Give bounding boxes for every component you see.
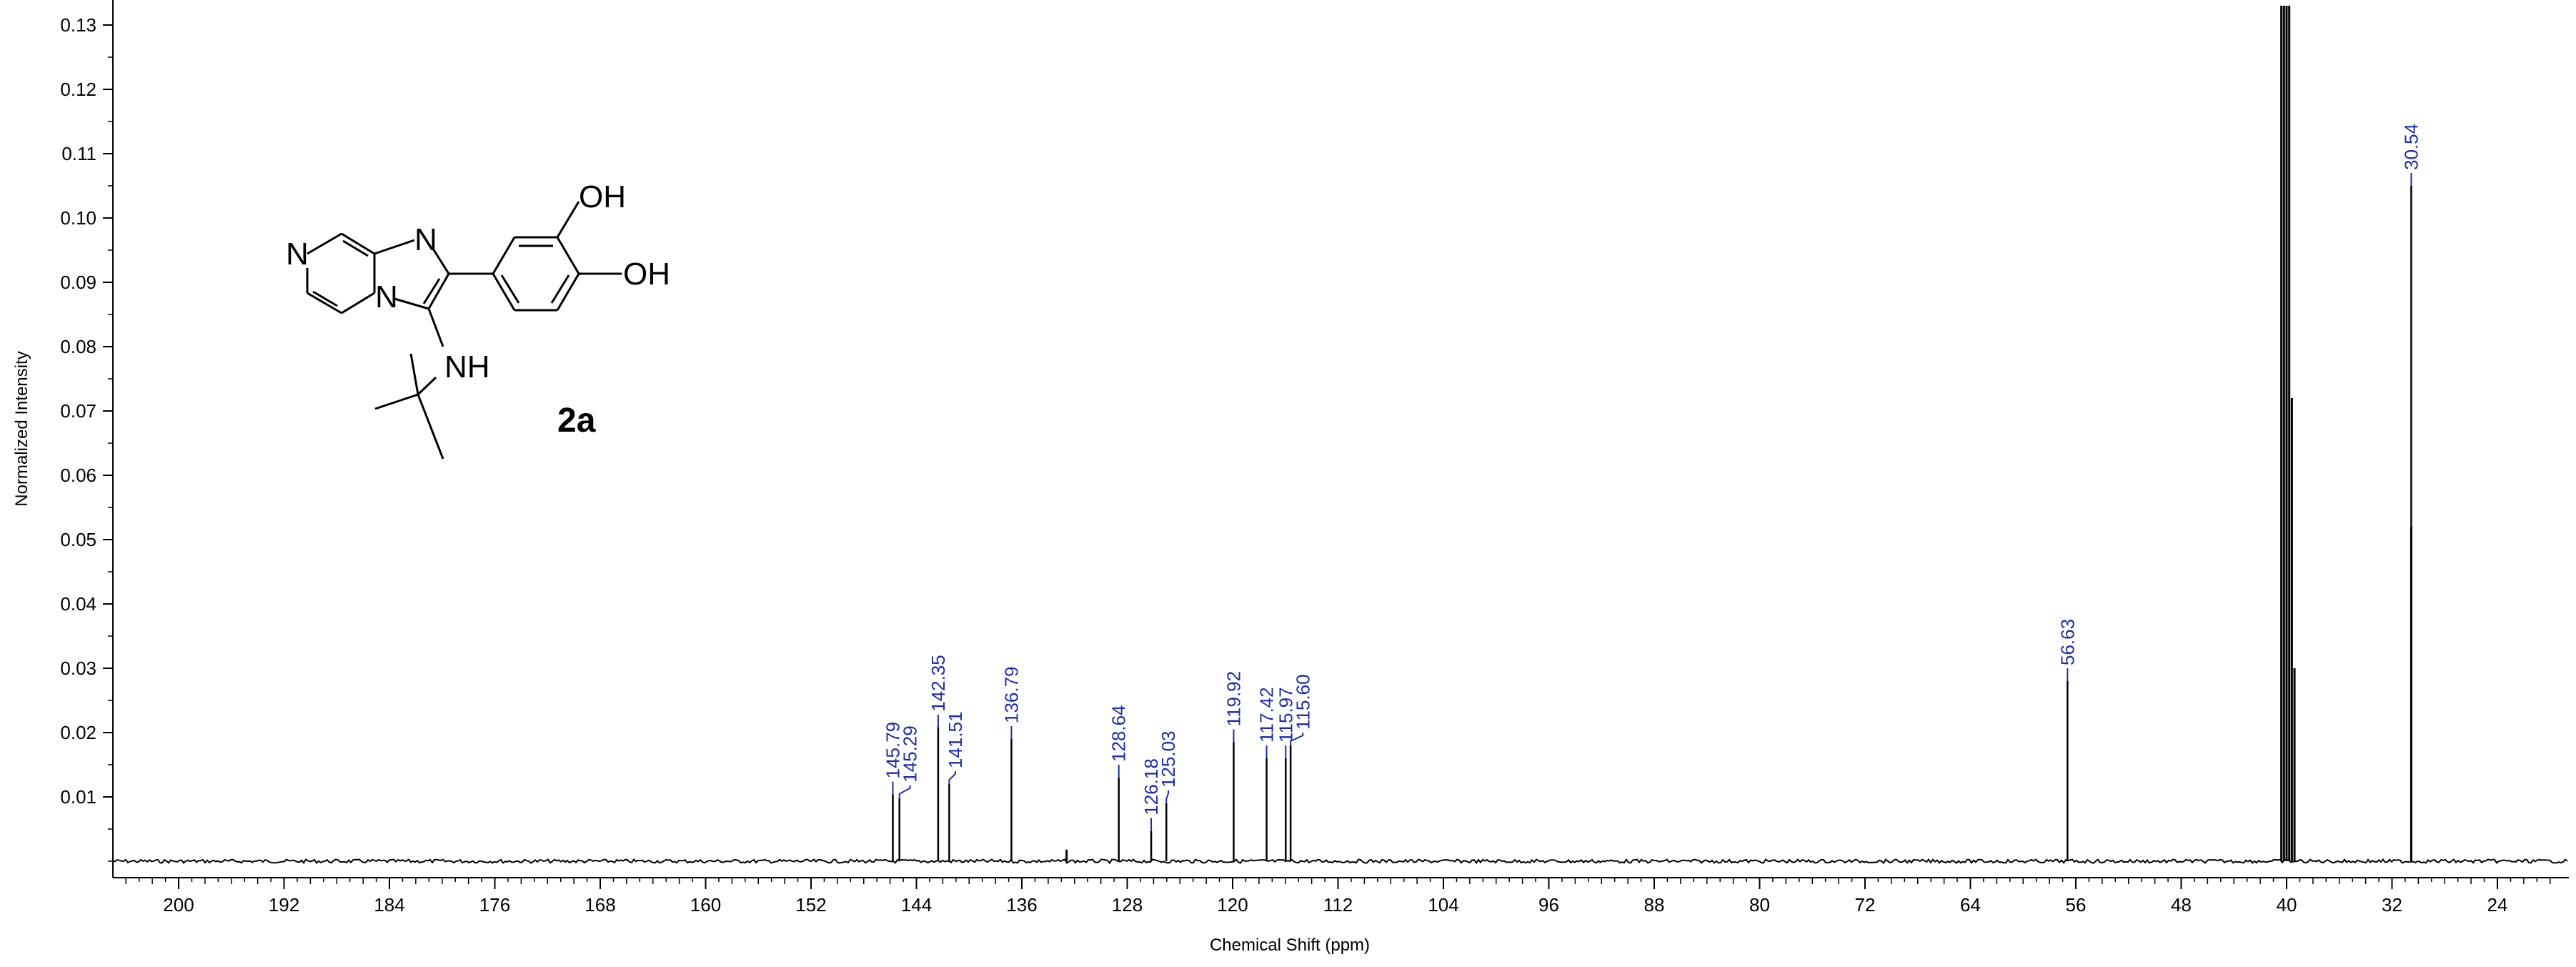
- atom-n-ring: N: [286, 237, 309, 272]
- bond: [409, 353, 419, 395]
- y-tick-label: 0.13: [60, 14, 96, 36]
- x-tick-label: 80: [1749, 894, 1770, 916]
- bond: [394, 297, 429, 310]
- y-tick-label: 0.07: [60, 400, 96, 422]
- peak-label: 117.42: [1256, 687, 1278, 743]
- y-tick-label: 0.06: [60, 465, 96, 486]
- y-tick-label: 0.04: [60, 593, 96, 615]
- x-tick-label: 168: [585, 894, 615, 916]
- bond: [492, 237, 516, 274]
- y-tick-label: 0.11: [61, 143, 96, 164]
- x-tick-label: 24: [2487, 894, 2508, 916]
- x-tick-label: 112: [1323, 894, 1353, 916]
- x-tick-label: 160: [690, 894, 721, 916]
- peak-label: 145.29: [899, 725, 920, 783]
- y-tick-label: 0.03: [60, 658, 96, 679]
- y-tick-label: 0.10: [60, 207, 96, 229]
- y-tick-label: 0.05: [60, 529, 96, 550]
- bond: [341, 292, 375, 314]
- x-tick-label: 56: [2066, 894, 2087, 916]
- peak-label: 145.79: [882, 722, 903, 779]
- peak-leader-line: [948, 771, 956, 784]
- bond: [556, 237, 580, 274]
- x-tick-label: 32: [2382, 894, 2402, 916]
- x-tick-label: 192: [269, 894, 299, 916]
- peak-label: 56.63: [2057, 619, 2078, 665]
- y-axis-title: Normalized Intensity: [12, 351, 31, 506]
- bond: [417, 376, 437, 396]
- bond: [556, 201, 580, 238]
- peak-label: 125.03: [1158, 730, 1179, 788]
- atom-oh-side: OH: [623, 257, 670, 292]
- peak-label: 128.64: [1108, 705, 1130, 762]
- bond: [307, 292, 342, 314]
- peak-label: 136.79: [1000, 666, 1022, 723]
- x-tick-label: 152: [795, 894, 826, 916]
- peak-label: 115.60: [1292, 674, 1313, 730]
- peak-leader-line: [898, 785, 911, 798]
- bond: [312, 290, 338, 307]
- x-tick-label: 72: [1855, 894, 1876, 916]
- bond: [492, 273, 516, 311]
- x-tick-label: 184: [374, 894, 404, 916]
- peak-leader-line: [1165, 790, 1170, 803]
- axes: 200 192 184 176 168 160 152 144 136 128 120 112 104 9…: [60, 0, 2569, 916]
- bond: [417, 394, 444, 460]
- chemical-structure: [306, 201, 622, 460]
- bond: [556, 273, 580, 311]
- bond: [374, 239, 415, 255]
- compound-label: 2a: [557, 402, 596, 440]
- y-tick-label: 0.01: [60, 786, 96, 808]
- x-tick-label: 136: [1006, 894, 1037, 916]
- bond: [422, 278, 441, 304]
- bond: [374, 393, 419, 410]
- peak-label: 141.51: [945, 711, 966, 768]
- atom-nh: NH: [444, 349, 490, 385]
- structure-labels: N N N OH OH NH 2a: [286, 179, 670, 440]
- atom-oh-top: OH: [579, 179, 626, 214]
- atom-n-bridge: N: [375, 279, 398, 314]
- x-tick-label: 48: [2171, 894, 2192, 916]
- x-tick-label: 88: [1644, 894, 1665, 916]
- peak-label: 142.35: [928, 655, 949, 712]
- bond: [307, 232, 342, 255]
- y-tick-label: 0.12: [60, 79, 96, 100]
- x-tick-label: 176: [479, 894, 510, 916]
- x-tick-label: 128: [1112, 894, 1143, 916]
- x-ticks: 200 192 184 176 168 160 152 144 136 128 120 112 104 9…: [125, 878, 2551, 916]
- peak-label: 30.54: [2400, 124, 2422, 170]
- x-tick-label: 96: [1538, 894, 1559, 916]
- spectrum-baseline: [112, 858, 2568, 865]
- y-tick-label: 0.02: [60, 722, 96, 743]
- x-axis-title: Chemical Shift (ppm): [1210, 936, 1370, 955]
- peaks: [892, 6, 2412, 861]
- peak-leader-line: [1290, 733, 1304, 745]
- bond: [550, 274, 570, 304]
- x-tick-label: 64: [1960, 894, 1981, 916]
- bond: [341, 232, 375, 255]
- bond: [342, 239, 369, 257]
- x-tick-label: 104: [1428, 894, 1458, 916]
- peak-label: 126.18: [1140, 758, 1162, 815]
- peak-label: 119.92: [1223, 671, 1244, 727]
- bond: [500, 274, 520, 304]
- x-tick-label: 40: [2277, 894, 2297, 916]
- bond: [432, 248, 450, 274]
- y-tick-label: 0.08: [60, 336, 96, 357]
- bond: [427, 273, 450, 309]
- y-tick-label: 0.09: [60, 272, 96, 293]
- x-tick-label: 144: [901, 894, 932, 916]
- y-ticks: 0.01 0.02 0.03 0.04 0.05 0.06 0.07 0.08 0.09 0.10…: [60, 14, 113, 862]
- bond: [427, 308, 444, 347]
- peak-label: 115.97: [1275, 687, 1296, 743]
- x-tick-label: 200: [163, 894, 194, 916]
- atom-n-imid: N: [414, 222, 437, 257]
- x-tick-label: 120: [1217, 894, 1248, 916]
